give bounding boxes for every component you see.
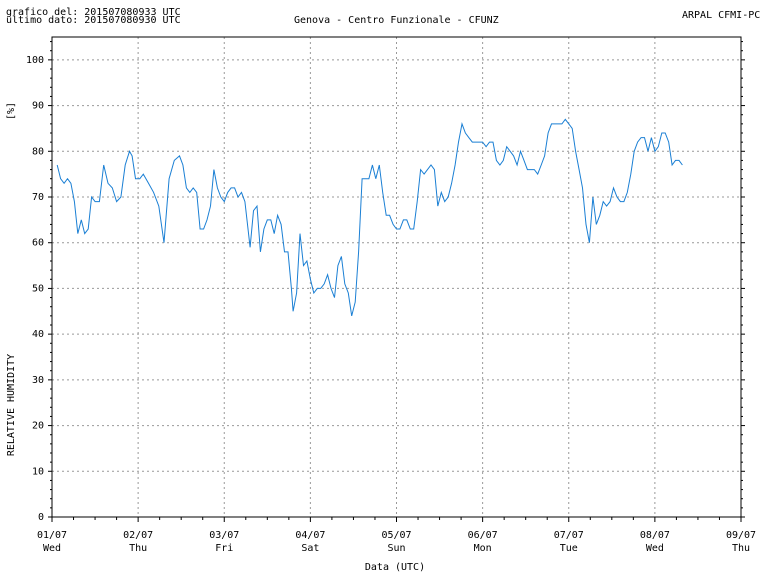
y-tick-label: 90 <box>32 101 44 112</box>
x-axis-title: Data (UTC) <box>365 562 425 573</box>
y-tick-label: 80 <box>32 146 44 157</box>
chart-axes <box>48 36 745 522</box>
chart-grid <box>52 37 741 517</box>
x-tick-date: 05/07 <box>381 530 411 541</box>
x-tick-day: Fri <box>215 543 233 554</box>
humidity-series-line <box>56 118 683 317</box>
x-tick-day: Wed <box>43 543 61 554</box>
x-tick-day: Tue <box>560 543 578 554</box>
y-tick-label: 50 <box>32 283 44 294</box>
agency-label: ARPAL CFMI-PC <box>682 10 761 21</box>
y-unit-label: [%] <box>6 102 17 120</box>
x-tick-date: 07/07 <box>554 530 584 541</box>
y-axis-title: RELATIVE HUMIDITY <box>6 354 17 456</box>
y-tick-label: 60 <box>32 238 44 249</box>
x-tick-date: 06/07 <box>468 530 498 541</box>
x-tick-date: 01/07 <box>37 530 67 541</box>
y-tick-label: 70 <box>32 192 44 203</box>
y-tick-labels: 0 10 20 30 40 50 60 70 80 90 100 <box>26 55 44 523</box>
x-tick-day: Thu <box>732 543 750 554</box>
y-tick-label: 0 <box>38 512 44 523</box>
x-tick-date: 03/07 <box>209 530 239 541</box>
x-tick-date: 04/07 <box>295 530 325 541</box>
y-tick-label: 10 <box>32 466 44 477</box>
last-data-label: ultimo dato: 201507080930 UTC <box>6 15 181 26</box>
graph-date-label: grafico del: 201507080933 UTC <box>6 7 181 18</box>
y-tick-label: 30 <box>32 375 44 386</box>
y-tick-label: 40 <box>32 329 44 340</box>
x-tick-day: Sun <box>387 543 405 554</box>
chart-title: Genova - Centro Funzionale - CFUNZ <box>294 15 499 26</box>
x-tick-day: Mon <box>474 543 492 554</box>
x-tick-date: 09/07 <box>726 530 756 541</box>
x-tick-date: 02/07 <box>123 530 153 541</box>
y-tick-label: 100 <box>26 55 44 66</box>
x-tick-day: Sat <box>301 543 319 554</box>
y-tick-label: 20 <box>32 421 44 432</box>
x-tick-labels: 01/07 Wed 02/07 Thu 03/07 Fri 04/07 Sat 05/07 Sun… <box>37 530 756 554</box>
x-tick-date: 08/07 <box>640 530 670 541</box>
x-tick-day: Wed <box>646 543 664 554</box>
x-tick-day: Thu <box>129 543 147 554</box>
